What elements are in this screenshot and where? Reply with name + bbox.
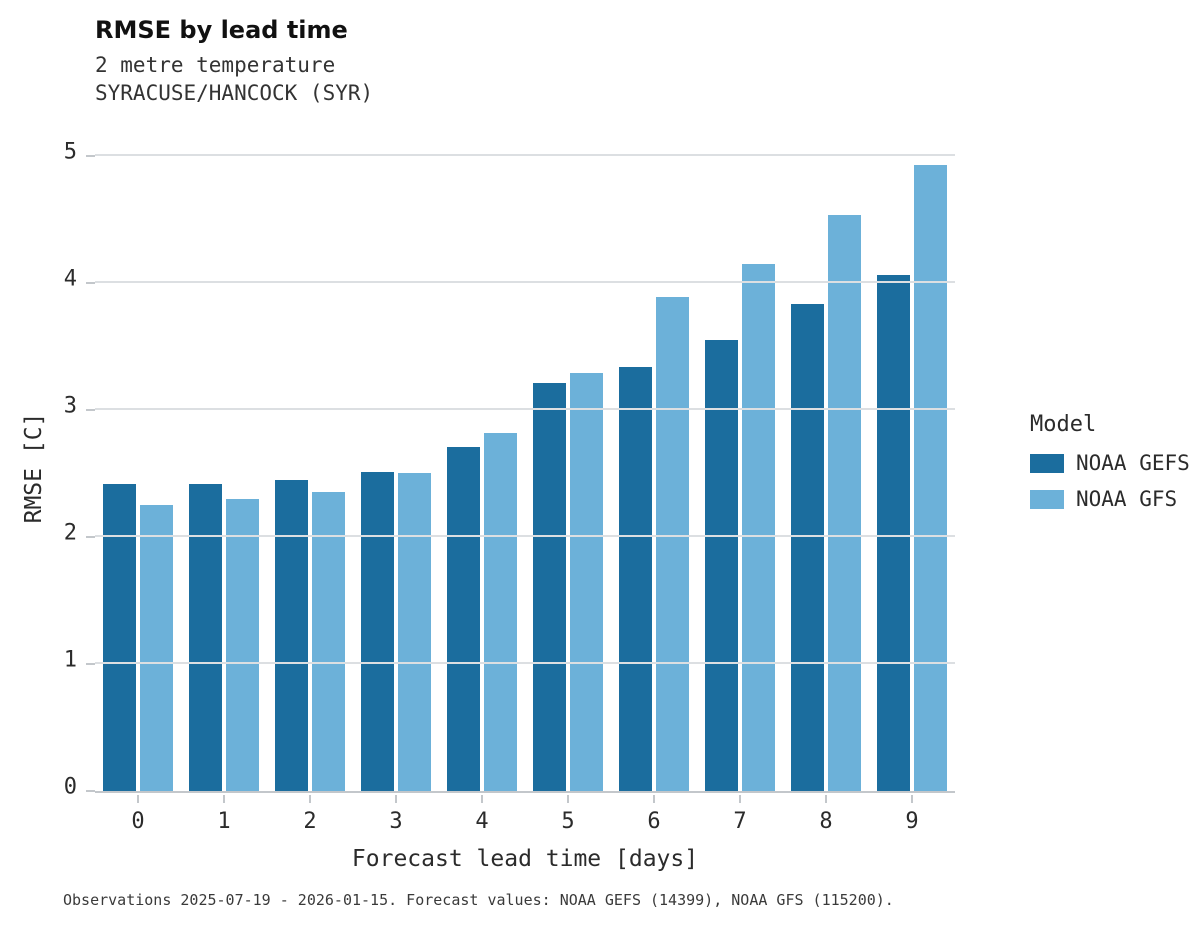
y-gridline xyxy=(95,153,955,156)
chart-subtitle-variable: 2 metre temperature xyxy=(95,53,336,77)
x-tickmark xyxy=(395,795,397,803)
x-tick-label: 3 xyxy=(389,809,403,834)
y-tick-label: 3 xyxy=(63,393,77,419)
legend-label: NOAA GEFS xyxy=(1076,451,1190,475)
x-tick-label: 9 xyxy=(905,809,919,834)
legend-swatch xyxy=(1030,489,1064,509)
bar-noaa-gefs xyxy=(275,479,308,791)
x-tick-slot: 9 xyxy=(869,795,955,834)
bar-noaa-gfs xyxy=(742,263,775,791)
x-tick-slot: 6 xyxy=(611,795,697,834)
footnote-caption: Observations 2025-07-19 - 2026-01-15. Fo… xyxy=(63,891,894,909)
bar-group-day-7 xyxy=(697,143,783,791)
x-tickmark xyxy=(739,795,741,803)
bar-group-day-6 xyxy=(611,143,697,791)
x-tick-label: 2 xyxy=(303,809,317,834)
bar-noaa-gefs xyxy=(705,339,738,791)
bar-noaa-gfs xyxy=(484,432,517,791)
x-tick-label: 6 xyxy=(647,809,661,834)
y-tick-label: 5 xyxy=(63,139,77,165)
x-tick-slot: 0 xyxy=(95,795,181,834)
y-tickmark xyxy=(86,535,95,538)
x-tick-label: 4 xyxy=(475,809,489,834)
y-gridline xyxy=(95,661,955,664)
x-tickmark xyxy=(137,795,139,803)
x-axis-ticks: 0 1 2 3 4 5 6 7 8 9 xyxy=(95,795,955,834)
bar-noaa-gfs xyxy=(828,215,861,791)
x-tick-slot: 4 xyxy=(439,795,525,834)
y-tickmark xyxy=(86,154,95,157)
x-tick-label: 1 xyxy=(217,809,231,834)
x-tick-label: 0 xyxy=(131,809,145,834)
x-tick-label: 8 xyxy=(819,809,833,834)
bar-group-day-0 xyxy=(95,143,181,791)
chart-subtitle-station: SYRACUSE/HANCOCK (SYR) xyxy=(95,81,374,105)
bar-noaa-gefs xyxy=(103,483,136,791)
bar-group-day-4 xyxy=(439,143,525,791)
bar-noaa-gefs xyxy=(447,446,480,791)
y-tick-label: 0 xyxy=(63,774,77,800)
bar-group-day-5 xyxy=(525,143,611,791)
legend-swatch xyxy=(1030,453,1064,473)
bar-group-day-2 xyxy=(267,143,353,791)
x-tickmark xyxy=(567,795,569,803)
bar-group-day-9 xyxy=(869,143,955,791)
x-tick-slot: 2 xyxy=(267,795,353,834)
bar-noaa-gefs xyxy=(533,383,566,791)
bar-noaa-gfs xyxy=(570,372,603,791)
y-tickmark xyxy=(86,662,95,665)
x-tickmark xyxy=(825,795,827,803)
y-tick-label: 1 xyxy=(63,647,77,673)
bar-noaa-gefs xyxy=(877,275,910,791)
x-tickmark xyxy=(309,795,311,803)
x-tick-label: 5 xyxy=(561,809,575,834)
x-tick-slot: 5 xyxy=(525,795,611,834)
y-tickmark xyxy=(86,408,95,411)
y-gridline xyxy=(95,407,955,410)
x-tick-label: 7 xyxy=(733,809,747,834)
bar-group-day-1 xyxy=(181,143,267,791)
x-tick-slot: 3 xyxy=(353,795,439,834)
bar-noaa-gefs xyxy=(189,483,222,791)
y-tickmark xyxy=(86,281,95,284)
y-gridline xyxy=(95,534,955,537)
y-tick-label: 4 xyxy=(63,266,77,292)
x-tickmark xyxy=(223,795,225,803)
bar-group-day-8 xyxy=(783,143,869,791)
bar-noaa-gefs xyxy=(361,472,394,791)
x-tick-slot: 7 xyxy=(697,795,783,834)
bar-noaa-gfs xyxy=(398,473,431,791)
y-axis-label: RMSE [C] xyxy=(21,412,47,524)
legend-item-noaa-gefs: NOAA GEFS xyxy=(1030,451,1190,475)
bar-noaa-gfs xyxy=(914,164,947,791)
legend-title: Model xyxy=(1030,412,1097,437)
x-tickmark xyxy=(653,795,655,803)
x-tickmark xyxy=(911,795,913,803)
bars-row xyxy=(95,143,955,791)
x-tick-slot: 1 xyxy=(181,795,267,834)
x-tickmark xyxy=(481,795,483,803)
x-axis-label: Forecast lead time [days] xyxy=(351,846,699,872)
legend-label: NOAA GFS xyxy=(1076,487,1178,511)
y-gridline xyxy=(95,280,955,283)
bar-noaa-gfs xyxy=(226,498,259,791)
bar-group-day-3 xyxy=(353,143,439,791)
legend: Model NOAA GEFS NOAA GFS xyxy=(1030,412,1190,523)
bar-noaa-gfs xyxy=(656,296,689,791)
bar-noaa-gefs xyxy=(619,366,652,791)
plot-area: 0 1 2 3 4 5 xyxy=(64,139,955,800)
legend-item-noaa-gfs: NOAA GFS xyxy=(1030,487,1190,511)
y-tick-label: 2 xyxy=(63,520,77,546)
bar-noaa-gfs xyxy=(140,505,173,791)
x-tick-slot: 8 xyxy=(783,795,869,834)
chart-title: RMSE by lead time xyxy=(95,16,348,44)
bar-noaa-gefs xyxy=(791,304,824,791)
bar-noaa-gfs xyxy=(312,492,345,791)
y-tickmark xyxy=(86,790,95,792)
